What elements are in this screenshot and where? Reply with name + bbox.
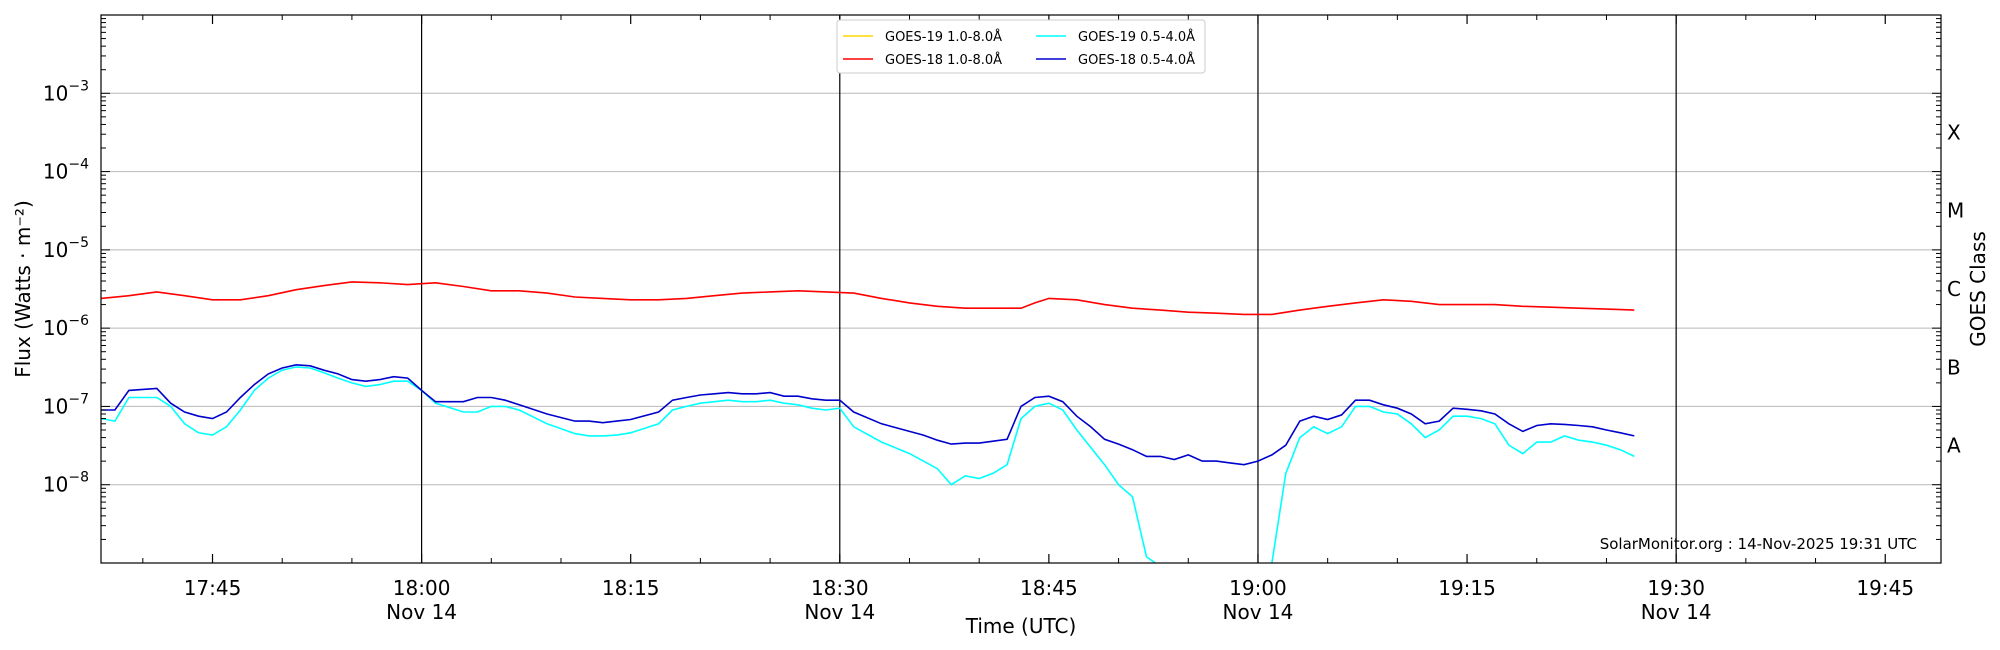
- x-tick-label: 19:15: [1438, 576, 1496, 600]
- goes-class-m: M: [1947, 199, 1964, 223]
- series-line-1: [101, 281, 1635, 316]
- goes-class-labels: X M C B A: [1947, 120, 1964, 457]
- goes-class-x: X: [1947, 120, 1961, 144]
- x-tick-label: 19:30: [1647, 576, 1705, 600]
- x-axis-title: Time (UTC): [965, 614, 1077, 638]
- x-tick-label: 19:45: [1856, 576, 1914, 600]
- x-tick-sublabel: Nov 14: [804, 600, 875, 624]
- x-tick-label: 17:45: [184, 576, 242, 600]
- y-tick-label: 10−4: [43, 157, 89, 184]
- legend-entry-label: GOES-19 0.5-4.0Å: [1078, 29, 1195, 45]
- series-layer: [101, 281, 1635, 563]
- y-tick-label: 10−6: [43, 313, 89, 340]
- y-tick-label: 10−7: [43, 391, 89, 418]
- x-tick-sublabel: Nov 14: [1223, 600, 1294, 624]
- vertical-day-lines: [421, 15, 1677, 563]
- x-tick-label: 18:30: [811, 576, 869, 600]
- series-line-2: [101, 366, 1635, 563]
- y-axis-title: Flux (Watts · m⁻²): [11, 200, 35, 378]
- x-tick-label: 18:15: [602, 576, 660, 600]
- x-tick-sublabel: Nov 14: [1641, 600, 1712, 624]
- x-tick-label: 18:45: [1020, 576, 1078, 600]
- legend: GOES-19 1.0-8.0Å GOES-19 0.5-4.0Å GOES-18 …: [836, 19, 1206, 74]
- x-tick-label: 18:00: [393, 576, 451, 600]
- legend-box: [836, 19, 1206, 74]
- x-tick-sublabel: Nov 14: [386, 600, 457, 624]
- plot-frame: [100, 14, 1942, 564]
- watermark-text: SolarMonitor.org : 14-Nov-2025 19:31 UTC: [1600, 535, 1917, 553]
- y-tick-label: 10−5: [43, 235, 89, 262]
- series-line-3: [101, 363, 1635, 466]
- goes-class-c: C: [1947, 277, 1961, 301]
- y-tick-label: 10−8: [43, 470, 89, 497]
- legend-entry-label: GOES-19 1.0-8.0Å: [885, 29, 1002, 45]
- right-axis-title: GOES Class: [1966, 231, 1990, 347]
- legend-entry-label: GOES-18 0.5-4.0Å: [1078, 52, 1195, 68]
- grid-layer: [101, 92, 1941, 486]
- y-tick-labels: 10−3 10−4 10−5 10−6 10−7 10−8: [43, 78, 89, 496]
- legend-entry-label: GOES-18 1.0-8.0Å: [885, 52, 1002, 68]
- tick-layer: [101, 15, 1941, 564]
- y-tick-label: 10−3: [43, 78, 89, 105]
- x-tick-label: 19:00: [1229, 576, 1287, 600]
- goes-class-a: A: [1947, 434, 1961, 458]
- goes-class-b: B: [1947, 355, 1961, 379]
